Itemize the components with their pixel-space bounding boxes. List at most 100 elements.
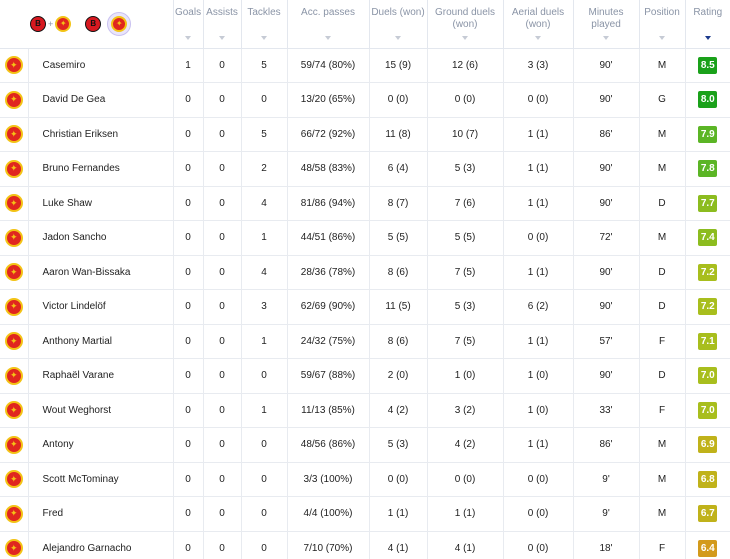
manchester-united-crest-icon: ✦ [4, 504, 23, 523]
table-row[interactable]: ✦ Casemiro 1 0 5 59/74 (80%) 15 (9) 12 (6) 3 (3)… [0, 48, 730, 83]
table-row[interactable]: ✦ Luke Shaw 0 0 4 81/86 (94%) 8 (7) 7 (6) 1 (1) 9… [0, 186, 730, 221]
cell-acc-passes: 4/4 (100%) [287, 496, 370, 532]
player-name[interactable]: Christian Eriksen [28, 117, 174, 152]
player-name[interactable]: Bruno Fernandes [28, 151, 174, 187]
cell-tackles: 0 [241, 358, 288, 394]
team-logo-cell: ✦ [0, 531, 29, 559]
manchester-united-crest-icon: ✦ [4, 263, 23, 282]
table-row[interactable]: ✦ Alejandro Garnacho 0 0 0 7/10 (70%) 4 (1) 4 (… [0, 531, 730, 559]
cell-goals: 0 [173, 117, 204, 152]
player-name[interactable]: Aaron Wan-Bissaka [28, 255, 174, 290]
cell-ground-duels: 5 (5) [427, 220, 504, 256]
table-row[interactable]: ✦ Bruno Fernandes 0 0 2 48/58 (83%) 6 (4) 5 (3)… [0, 151, 730, 187]
cell-goals: 0 [173, 358, 204, 394]
column-header-ground-duels[interactable]: Ground duels (won) [427, 0, 504, 49]
column-header-aerial-duels[interactable]: Aerial duels (won) [503, 0, 574, 49]
cell-tackles: 1 [241, 220, 288, 256]
cell-assists: 0 [203, 82, 242, 118]
cell-minutes: 90' [573, 186, 640, 221]
cell-rating: 8.5 [685, 48, 730, 83]
player-name[interactable]: Scott McTominay [28, 462, 174, 497]
table-row[interactable]: ✦ Victor Lindelöf 0 0 3 62/69 (90%) 11 (5) 5 (3… [0, 289, 730, 325]
table-header-row: B + ✦ B ✦ Goals Assists Tackles Acc. pas… [0, 0, 730, 49]
manchester-united-crest-icon: ✦ [4, 194, 23, 213]
cell-ground-duels: 4 (2) [427, 427, 504, 463]
cell-minutes: 33' [573, 393, 640, 428]
column-header-duels[interactable]: Duels (won) [369, 0, 428, 49]
table-row[interactable]: ✦ Raphaël Varane 0 0 0 59/67 (88%) 2 (0) 1 (0) 1… [0, 358, 730, 394]
cell-position: M [639, 48, 686, 83]
sort-chevron-icon [325, 36, 332, 40]
sort-chevron-icon [535, 36, 542, 40]
cell-tackles: 5 [241, 117, 288, 152]
manchester-united-crest-icon: ✦ [4, 539, 23, 558]
column-header-assists[interactable]: Assists [203, 0, 242, 49]
column-header-acc-passes[interactable]: Acc. passes [287, 0, 370, 49]
cell-acc-passes: 24/32 (75%) [287, 324, 370, 359]
cell-aerial-duels: 1 (1) [503, 186, 574, 221]
player-name[interactable]: Wout Weghorst [28, 393, 174, 428]
team-filter-both[interactable]: B + ✦ [30, 15, 72, 32]
cell-acc-passes: 28/36 (78%) [287, 255, 370, 290]
table-row[interactable]: ✦ Fred 0 0 0 4/4 (100%) 1 (1) 1 (1) 0 (0) 9' M 6.7 [0, 496, 730, 532]
cell-duels: 8 (6) [369, 324, 428, 359]
cell-acc-passes: 59/67 (88%) [287, 358, 370, 394]
column-header-position[interactable]: Position [639, 0, 686, 49]
cell-ground-duels: 3 (2) [427, 393, 504, 428]
cell-ground-duels: 0 (0) [427, 82, 504, 118]
cell-ground-duels: 7 (5) [427, 255, 504, 290]
cell-assists: 0 [203, 358, 242, 394]
sort-chevron-icon [261, 36, 268, 40]
manchester-united-crest-icon: ✦ [4, 228, 23, 247]
cell-rating: 8.0 [685, 82, 730, 118]
player-name[interactable]: Anthony Martial [28, 324, 174, 359]
player-name[interactable]: Casemiro [28, 48, 174, 83]
player-name[interactable]: Fred [28, 496, 174, 532]
team-logo-cell: ✦ [0, 186, 29, 221]
player-name[interactable]: Alejandro Garnacho [28, 531, 174, 559]
player-name[interactable]: Jadon Sancho [28, 220, 174, 256]
table-row[interactable]: ✦ Antony 0 0 0 48/56 (86%) 5 (3) 4 (2) 1 (1) 86' M… [0, 427, 730, 463]
manchester-united-crest-icon: ✦ [111, 15, 128, 32]
table-row[interactable]: ✦ David De Gea 0 0 0 13/20 (65%) 0 (0) 0 (0) 0 (… [0, 82, 730, 118]
table-row[interactable]: ✦ Wout Weghorst 0 0 1 11/13 (85%) 4 (2) 3 (2) 1 … [0, 393, 730, 428]
player-name[interactable]: Antony [28, 427, 174, 463]
column-header-tackles[interactable]: Tackles [241, 0, 288, 49]
manchester-united-crest-icon: ✦ [4, 366, 23, 385]
column-header-minutes[interactable]: Minutes played [573, 0, 640, 49]
cell-minutes: 18' [573, 531, 640, 559]
cell-position: M [639, 462, 686, 497]
table-row[interactable]: ✦ Christian Eriksen 0 0 5 66/72 (92%) 11 (8) 10… [0, 117, 730, 152]
cell-tackles: 4 [241, 255, 288, 290]
team-filter-bournemouth[interactable]: B [85, 15, 102, 32]
bournemouth-crest-icon: B [30, 15, 46, 32]
team-logo-cell: ✦ [0, 255, 29, 290]
rating-badge: 7.1 [698, 332, 718, 350]
table-row[interactable]: ✦ Aaron Wan-Bissaka 0 0 4 28/36 (78%) 8 (6) 7 (… [0, 255, 730, 290]
player-name[interactable]: Victor Lindelöf [28, 289, 174, 325]
rating-badge: 6.9 [698, 436, 718, 454]
cell-position: D [639, 289, 686, 325]
cell-tackles: 1 [241, 393, 288, 428]
cell-assists: 0 [203, 117, 242, 152]
table-row[interactable]: ✦ Scott McTominay 0 0 0 3/3 (100%) 0 (0) 0 (0) 0… [0, 462, 730, 497]
column-header-goals[interactable]: Goals [173, 0, 204, 49]
player-name[interactable]: Luke Shaw [28, 186, 174, 221]
table-row[interactable]: ✦ Jadon Sancho 0 0 1 44/51 (86%) 5 (5) 5 (5) 0 (… [0, 220, 730, 256]
cell-duels: 6 (4) [369, 151, 428, 187]
cell-tackles: 4 [241, 186, 288, 221]
table-row[interactable]: ✦ Anthony Martial 0 0 1 24/32 (75%) 8 (6) 7 (5)… [0, 324, 730, 359]
player-name[interactable]: David De Gea [28, 82, 174, 118]
cell-assists: 0 [203, 531, 242, 559]
cell-position: F [639, 393, 686, 428]
cell-rating: 7.2 [685, 289, 730, 325]
cell-aerial-duels: 6 (2) [503, 289, 574, 325]
manchester-united-crest-icon: ✦ [4, 401, 23, 420]
cell-minutes: 90' [573, 151, 640, 187]
column-header-rating[interactable]: Rating [685, 0, 730, 49]
cell-assists: 0 [203, 220, 242, 256]
player-name[interactable]: Raphaël Varane [28, 358, 174, 394]
team-filter-manchester-united[interactable]: ✦ [107, 11, 132, 36]
sort-chevron-icon [395, 36, 402, 40]
